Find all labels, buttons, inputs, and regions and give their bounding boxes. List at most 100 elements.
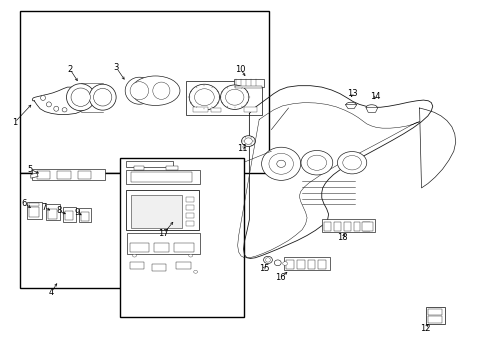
Ellipse shape	[263, 256, 272, 264]
Bar	[343, 222, 350, 231]
Bar	[64, 211, 73, 220]
Bar	[131, 172, 192, 182]
Bar	[353, 222, 360, 231]
Bar	[427, 316, 441, 323]
Ellipse shape	[261, 147, 300, 180]
Text: 12: 12	[419, 324, 430, 333]
Bar	[151, 264, 166, 271]
Bar	[185, 81, 261, 115]
Ellipse shape	[244, 138, 252, 144]
Bar	[426, 307, 444, 324]
Bar	[324, 222, 330, 231]
Bar	[318, 260, 325, 269]
Bar	[333, 222, 340, 231]
Ellipse shape	[366, 105, 376, 110]
Bar	[129, 262, 144, 269]
Text: 17: 17	[158, 229, 169, 238]
Bar	[176, 262, 190, 269]
Polygon shape	[31, 173, 38, 178]
Bar	[126, 190, 198, 230]
Bar	[185, 213, 193, 218]
Bar	[285, 260, 293, 269]
Bar	[185, 205, 193, 210]
Ellipse shape	[274, 260, 281, 266]
Ellipse shape	[93, 89, 112, 106]
Bar	[79, 208, 91, 222]
Text: 9: 9	[75, 208, 80, 217]
Text: 5: 5	[28, 165, 33, 174]
Bar	[321, 219, 374, 232]
Text: 16: 16	[275, 274, 285, 282]
Ellipse shape	[306, 155, 326, 170]
Text: 13: 13	[346, 89, 357, 98]
Bar	[127, 233, 199, 254]
Bar	[166, 166, 178, 170]
Ellipse shape	[193, 270, 197, 273]
Bar	[131, 195, 182, 228]
Bar	[134, 166, 144, 170]
Ellipse shape	[337, 152, 366, 174]
Ellipse shape	[132, 254, 136, 257]
Ellipse shape	[89, 84, 116, 110]
Ellipse shape	[188, 254, 192, 257]
Bar	[120, 158, 244, 317]
Text: 1: 1	[12, 118, 17, 127]
Text: 10: 10	[235, 65, 245, 74]
Bar	[81, 212, 88, 221]
Text: 18: 18	[336, 233, 347, 242]
Bar	[244, 107, 256, 112]
Bar	[20, 11, 268, 173]
Bar	[361, 222, 372, 231]
Ellipse shape	[152, 82, 170, 99]
Ellipse shape	[54, 106, 59, 111]
Text: 3: 3	[114, 63, 119, 72]
Ellipse shape	[189, 84, 219, 110]
Bar	[126, 161, 172, 167]
Bar	[154, 243, 168, 252]
Bar	[211, 108, 221, 112]
Ellipse shape	[62, 108, 67, 112]
Text: 8: 8	[56, 206, 61, 215]
Bar	[29, 203, 39, 206]
Bar	[48, 209, 57, 219]
Text: 2: 2	[67, 65, 72, 74]
Bar	[234, 86, 261, 88]
Bar	[37, 171, 50, 179]
Ellipse shape	[125, 77, 153, 104]
Ellipse shape	[71, 88, 90, 107]
Bar	[193, 107, 207, 112]
Ellipse shape	[46, 102, 51, 107]
Ellipse shape	[241, 136, 255, 147]
Ellipse shape	[130, 82, 148, 100]
Ellipse shape	[147, 78, 175, 104]
Text: 4: 4	[49, 288, 54, 297]
Ellipse shape	[41, 95, 45, 100]
Bar	[307, 260, 315, 269]
Ellipse shape	[268, 153, 293, 174]
Text: 7: 7	[41, 202, 46, 211]
Bar	[185, 197, 193, 202]
Bar	[29, 207, 39, 217]
Bar	[32, 169, 105, 180]
Ellipse shape	[220, 85, 248, 109]
Bar	[27, 202, 41, 219]
Bar	[296, 260, 304, 269]
Bar	[233, 79, 264, 87]
Bar	[62, 207, 76, 222]
Bar	[427, 309, 441, 315]
Bar	[283, 257, 329, 270]
Text: 6: 6	[22, 199, 27, 208]
Ellipse shape	[131, 76, 180, 105]
Text: 14: 14	[369, 92, 380, 101]
Ellipse shape	[342, 156, 361, 170]
Bar	[185, 221, 193, 226]
Ellipse shape	[66, 84, 95, 111]
Ellipse shape	[276, 160, 285, 167]
Ellipse shape	[282, 262, 287, 265]
Bar	[126, 170, 199, 184]
Ellipse shape	[194, 89, 214, 105]
Bar	[173, 243, 194, 252]
Bar	[20, 173, 127, 288]
Polygon shape	[345, 104, 356, 109]
Ellipse shape	[225, 89, 244, 105]
